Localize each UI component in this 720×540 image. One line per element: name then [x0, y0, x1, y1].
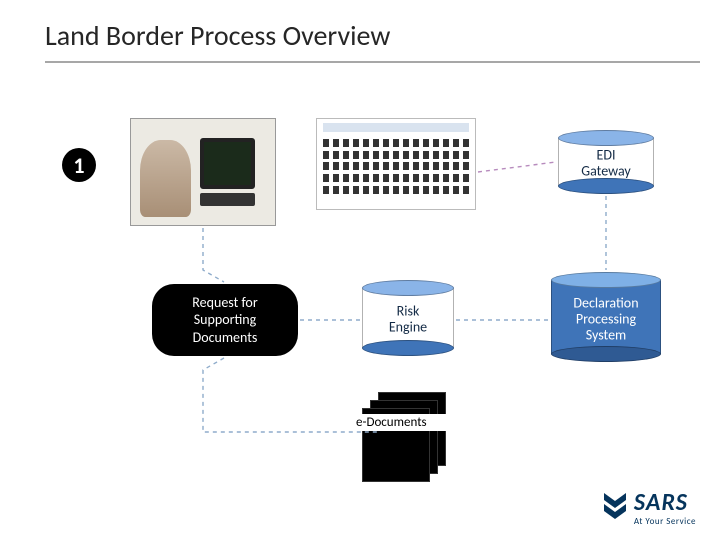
operator-photo-person — [140, 140, 192, 216]
operator-photo-keyboard — [200, 193, 255, 206]
request-label: Request forSupportingDocuments — [192, 294, 257, 347]
connector-lines — [0, 0, 720, 540]
e-documents-node: e-Documents — [362, 392, 458, 476]
dps-label: DeclarationProcessingSystem — [551, 295, 661, 343]
slide-title-bar: Land Border Process Overview — [45, 18, 700, 63]
operator-photo-monitor — [200, 138, 255, 189]
footer-logo: SARS At Your Service — [604, 488, 696, 526]
request-supporting-documents-node: Request forSupportingDocuments — [152, 284, 298, 356]
footer-brand: SARS — [634, 488, 696, 517]
operator-photo — [130, 118, 276, 226]
form-header-strip — [323, 123, 468, 132]
step-number-badge: 1 — [62, 148, 96, 182]
edi-gateway-label: EDIGateway — [558, 148, 654, 180]
slide-title: Land Border Process Overview — [45, 18, 700, 53]
risk-engine-db: RiskEngine — [362, 280, 454, 356]
sars-chevron-icon — [604, 493, 626, 521]
risk-engine-label: RiskEngine — [362, 304, 454, 336]
declaration-form-screenshot — [316, 118, 476, 210]
declaration-processing-system-db: DeclarationProcessingSystem — [551, 272, 661, 362]
step-number: 1 — [73, 152, 84, 179]
edi-gateway-db: EDIGateway — [558, 130, 654, 194]
e-documents-label: e-Documents — [354, 414, 450, 431]
footer-tagline: At Your Service — [634, 517, 696, 526]
